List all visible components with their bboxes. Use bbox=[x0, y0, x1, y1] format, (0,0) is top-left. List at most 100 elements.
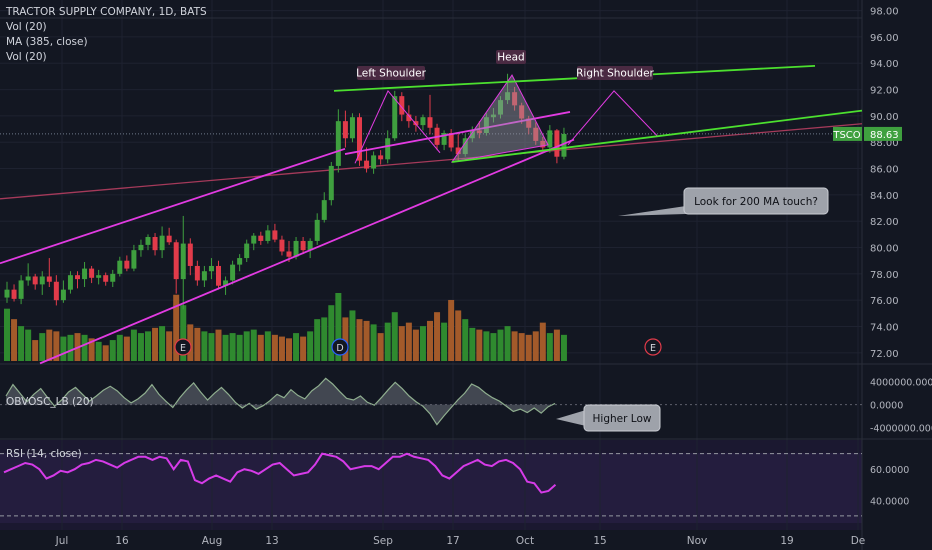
candle-body bbox=[547, 130, 553, 148]
time-tick-label: 13 bbox=[265, 535, 278, 547]
candle-body bbox=[251, 235, 257, 244]
candle-body bbox=[371, 155, 377, 169]
candle-body bbox=[159, 235, 165, 251]
volume-bar bbox=[39, 333, 46, 361]
label-head: Head bbox=[497, 52, 524, 64]
candle-body bbox=[293, 240, 299, 257]
volume-bar bbox=[518, 333, 525, 361]
volume-bar bbox=[490, 333, 497, 361]
volume-bar bbox=[462, 319, 469, 361]
volume-bar bbox=[109, 340, 116, 361]
volume-bar bbox=[497, 329, 504, 361]
volume-bar bbox=[208, 333, 215, 361]
candle-body bbox=[533, 127, 539, 141]
obv-line bbox=[5, 377, 556, 426]
candle-body bbox=[32, 276, 38, 285]
volume-bar bbox=[67, 334, 74, 361]
price-tick-label: 88.00 bbox=[870, 138, 899, 149]
volume-bar bbox=[356, 319, 363, 361]
callout-obv-text: Higher Low bbox=[593, 413, 652, 425]
candle-body bbox=[60, 289, 66, 301]
candle-body bbox=[124, 260, 130, 269]
volume-bar bbox=[469, 327, 476, 361]
candle-body bbox=[314, 219, 320, 241]
volume-bar bbox=[271, 334, 278, 361]
event-marker-label: E bbox=[180, 343, 186, 354]
volume-bar bbox=[441, 322, 448, 361]
legend-ma[interactable]: MA (385, close) bbox=[6, 36, 88, 48]
volume-bar bbox=[476, 329, 483, 361]
event-marker bbox=[331, 338, 349, 356]
price-tick-label: 98.00 bbox=[870, 7, 899, 18]
candle-body bbox=[483, 117, 489, 134]
volume-bar bbox=[391, 312, 398, 361]
candle-body bbox=[39, 276, 45, 285]
candle-body bbox=[540, 140, 546, 148]
volume-bar bbox=[53, 331, 60, 361]
price-tick-label: 82.00 bbox=[870, 217, 899, 228]
callout-ma-box bbox=[683, 187, 829, 215]
candle-body bbox=[152, 236, 158, 251]
candle-body bbox=[498, 100, 503, 115]
candle-body bbox=[427, 117, 433, 128]
volume-bar bbox=[243, 331, 250, 361]
candle-body bbox=[173, 242, 179, 280]
obv-pane-title[interactable]: OBVOSC_LB (20) bbox=[6, 396, 94, 408]
candle-body bbox=[561, 133, 567, 157]
candle-body bbox=[357, 117, 362, 161]
candle-body bbox=[11, 289, 17, 299]
time-tick-label: Oct bbox=[516, 535, 534, 547]
volume-bar bbox=[152, 327, 159, 361]
volume-bar bbox=[560, 334, 567, 361]
price-tick-label: 84.00 bbox=[870, 191, 899, 202]
volume-bar bbox=[215, 329, 222, 361]
volume-bar bbox=[264, 331, 271, 361]
left-shoulder-outline bbox=[354, 89, 441, 164]
obv-tick-label: -4000000.0000 bbox=[870, 423, 932, 434]
candle-body bbox=[328, 165, 334, 201]
obv-area bbox=[6, 378, 556, 425]
volume-bar bbox=[116, 334, 123, 361]
rsi-pane-title[interactable]: RSI (14, close) bbox=[6, 448, 82, 460]
volume-bar bbox=[293, 333, 300, 361]
rsi-band-fill bbox=[0, 453, 862, 523]
volume-bar bbox=[25, 329, 32, 361]
candle-body bbox=[279, 239, 285, 252]
volume-bar bbox=[4, 308, 10, 361]
candle-body bbox=[505, 92, 511, 101]
volume-bar bbox=[314, 319, 321, 361]
time-tick-label: 15 bbox=[593, 535, 606, 547]
legend-vol[interactable]: Vol (20) bbox=[6, 21, 47, 33]
volume-bar bbox=[434, 312, 441, 361]
candle-body bbox=[413, 121, 419, 126]
volume-bar bbox=[60, 336, 67, 361]
candle-body bbox=[519, 105, 525, 119]
candles bbox=[4, 73, 567, 310]
obv-tick-label: 4000000.0000 bbox=[870, 378, 932, 389]
candle-body bbox=[53, 281, 59, 301]
rsi-tick-label: 40.0000 bbox=[870, 496, 909, 507]
chart-title: TRACTOR SUPPLY COMPANY, 1D, BATS bbox=[6, 6, 207, 18]
candle-body bbox=[166, 235, 172, 243]
candle-body bbox=[258, 235, 264, 241]
time-tick-label: 16 bbox=[115, 535, 129, 547]
candle-body bbox=[364, 160, 370, 169]
volume-bar bbox=[539, 322, 546, 361]
candle-body bbox=[554, 130, 560, 157]
volume-bar bbox=[419, 326, 426, 361]
drawings bbox=[0, 64, 863, 365]
volume-bar bbox=[88, 338, 95, 361]
volume-bar bbox=[229, 333, 236, 361]
legend-vol-2[interactable]: Vol (20) bbox=[6, 51, 47, 63]
candle-body bbox=[300, 240, 306, 251]
label-right-shoulder-bg bbox=[577, 66, 653, 80]
top-green-line bbox=[333, 64, 816, 92]
volume-bar bbox=[130, 329, 137, 361]
price-tag: 88.63 bbox=[870, 130, 899, 141]
volume-bar bbox=[349, 310, 356, 361]
volume-bar bbox=[286, 338, 292, 361]
price-tick-label: 72.00 bbox=[870, 349, 899, 360]
candle-body bbox=[462, 138, 468, 155]
